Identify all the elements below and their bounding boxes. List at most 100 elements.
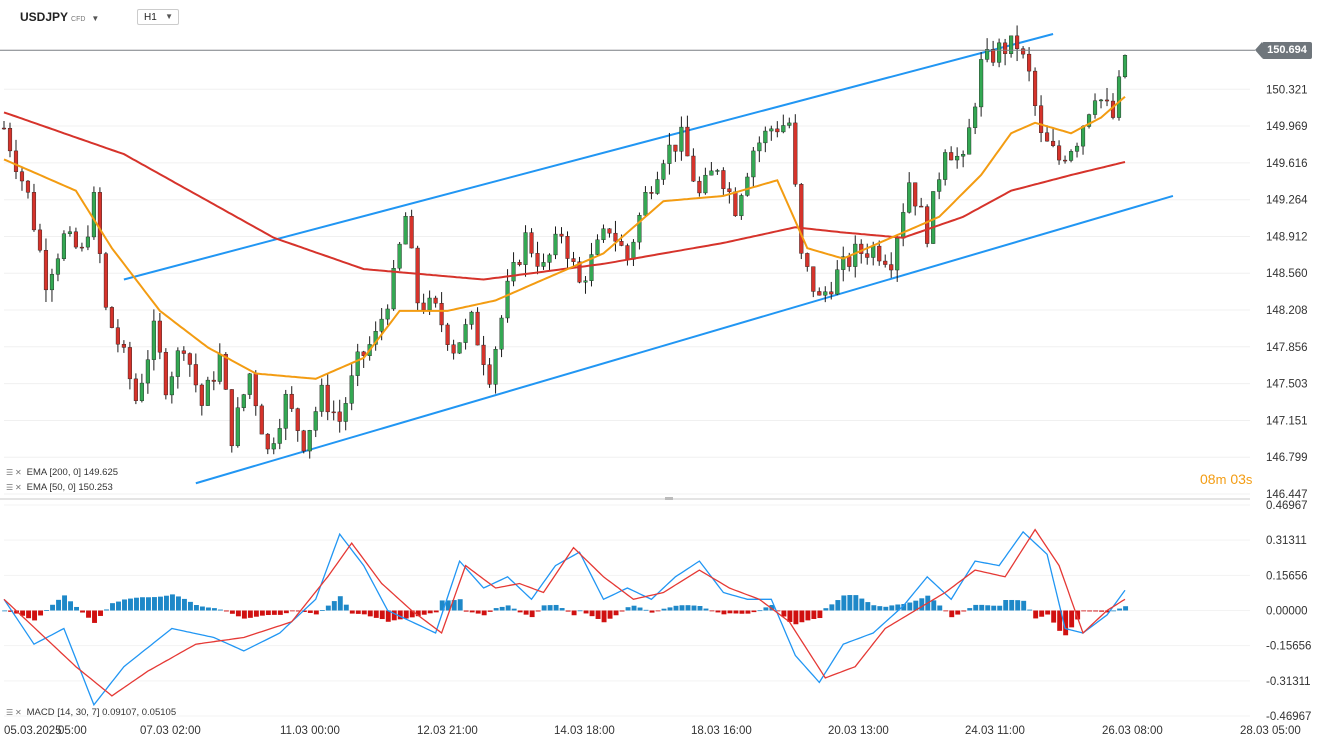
macd-histogram-bar bbox=[247, 610, 253, 618]
candle-body bbox=[607, 228, 612, 234]
candle-body bbox=[853, 243, 858, 267]
candle-body bbox=[751, 150, 756, 178]
macd-histogram-bar bbox=[979, 604, 985, 611]
candle-body bbox=[925, 206, 930, 244]
price-axis: 150.321 149.969 149.616 149.264 148.912 148.5… bbox=[1266, 84, 1311, 723]
macd-histogram-bar bbox=[187, 601, 193, 611]
macd-histogram-bar bbox=[745, 610, 751, 614]
ema50-legend[interactable]: ☰ ✕ EMA [50, 0] 150.253 bbox=[6, 482, 113, 493]
macd-histogram-bar bbox=[56, 599, 62, 611]
candle-body bbox=[457, 342, 462, 354]
chevron-down-icon: ▼ bbox=[165, 12, 173, 21]
menu-icon[interactable]: ☰ bbox=[6, 708, 14, 717]
candle-body bbox=[1104, 99, 1110, 102]
macd-histogram-bar bbox=[937, 605, 943, 611]
candle-body bbox=[757, 142, 762, 152]
time-tick-label: 07.03 02:00 bbox=[140, 725, 201, 737]
macd-histogram-bar bbox=[14, 610, 20, 614]
close-icon[interactable]: ✕ bbox=[15, 483, 22, 492]
macd-histogram-bar bbox=[1033, 610, 1039, 619]
candle-body bbox=[79, 246, 84, 249]
macd-histogram-bar bbox=[805, 610, 811, 621]
macd-histogram-bar bbox=[313, 610, 319, 615]
candle-body bbox=[235, 407, 240, 447]
candle-body bbox=[319, 384, 324, 412]
timeframe-selector[interactable]: H1 ▼ bbox=[137, 9, 179, 25]
macd-histogram-bar bbox=[511, 608, 517, 611]
macd-histogram-bar bbox=[373, 610, 379, 618]
price-tick-label: 147.856 bbox=[1266, 342, 1308, 354]
candle-body bbox=[283, 393, 288, 429]
macd-histogram-bar bbox=[691, 605, 697, 611]
channel-lower-line[interactable] bbox=[195, 194, 1174, 485]
macd-histogram-bar bbox=[931, 600, 937, 611]
macd-histogram-bar bbox=[901, 604, 907, 611]
candle-body bbox=[433, 297, 438, 304]
menu-icon[interactable]: ☰ bbox=[6, 483, 14, 492]
candle-body bbox=[211, 379, 216, 382]
macd-histogram-bar bbox=[649, 610, 655, 613]
candle-body bbox=[835, 269, 840, 295]
macd-histogram-bar bbox=[62, 595, 68, 611]
macd-histogram-bar bbox=[763, 607, 769, 611]
macd-histogram-bar bbox=[331, 601, 337, 611]
candle-body bbox=[949, 152, 954, 161]
macd-histogram-bar bbox=[295, 610, 301, 612]
time-tick-label: 12.03 21:00 bbox=[417, 725, 478, 737]
macd-histogram-bar bbox=[211, 608, 217, 611]
candle-body bbox=[337, 411, 342, 422]
close-icon[interactable]: ✕ bbox=[15, 468, 22, 477]
macd-histogram-bar bbox=[679, 605, 685, 611]
macd-histogram-bar bbox=[421, 610, 427, 615]
candle-body bbox=[625, 245, 630, 260]
symbol-selector[interactable]: USDJPY CFD ▼ bbox=[20, 10, 99, 24]
macd-histogram-bar bbox=[1069, 610, 1075, 628]
symbol-label: USDJPY bbox=[20, 10, 69, 24]
macd-histogram-bar bbox=[1051, 610, 1057, 623]
candle-body bbox=[1122, 55, 1128, 78]
candle-body bbox=[115, 327, 120, 345]
macd-histogram-bar bbox=[475, 610, 481, 614]
candle-body bbox=[55, 258, 61, 275]
macd-histogram-bar bbox=[235, 610, 241, 617]
candle-body bbox=[277, 428, 282, 444]
macd-histogram-bar bbox=[853, 595, 859, 611]
candle-body bbox=[739, 195, 744, 217]
macd-histogram-bar bbox=[955, 610, 961, 615]
menu-icon[interactable]: ☰ bbox=[6, 468, 14, 477]
macd-histogram-bar bbox=[44, 610, 50, 611]
macd-histogram-bar bbox=[733, 610, 739, 614]
macd-tick-label: 0.15656 bbox=[1266, 570, 1308, 582]
macd-histogram-bar bbox=[1003, 600, 1009, 611]
countdown-seconds-unit: s bbox=[1245, 472, 1253, 487]
close-icon[interactable]: ✕ bbox=[15, 708, 22, 717]
macd-histogram-bar bbox=[877, 606, 883, 611]
candle-body bbox=[847, 256, 852, 267]
candle-body bbox=[553, 233, 558, 256]
channel-upper-line[interactable] bbox=[123, 33, 1054, 281]
macd-histogram-bar bbox=[985, 605, 991, 611]
candle-body bbox=[823, 291, 828, 296]
candle-body bbox=[253, 373, 258, 407]
panel-resize-handle[interactable] bbox=[665, 497, 673, 500]
candle-body bbox=[241, 394, 246, 408]
macd-histogram-bar bbox=[1081, 610, 1087, 612]
macd-histogram-bar bbox=[619, 610, 625, 612]
candle-body bbox=[493, 349, 498, 385]
candle-body bbox=[901, 212, 906, 239]
candle-body bbox=[517, 262, 522, 265]
ema200-legend[interactable]: ☰ ✕ EMA [200, 0] 149.625 bbox=[6, 467, 118, 478]
candle-body bbox=[361, 351, 366, 356]
candle-body bbox=[595, 239, 600, 255]
candle-body bbox=[151, 320, 156, 360]
macd-histogram-bar bbox=[2, 610, 8, 612]
macd-legend[interactable]: ☰ ✕ MACD [14, 30, 7] 0.09107, 0.05105 bbox=[6, 707, 176, 718]
macd-histogram-bar bbox=[325, 605, 331, 611]
candle-body bbox=[943, 152, 948, 180]
macd-histogram-bar bbox=[1009, 599, 1015, 611]
macd-histogram-bar bbox=[1063, 610, 1069, 636]
candle-body bbox=[997, 42, 1002, 63]
macd-histogram-bar bbox=[883, 606, 889, 611]
macd-histogram-bar bbox=[319, 610, 325, 611]
